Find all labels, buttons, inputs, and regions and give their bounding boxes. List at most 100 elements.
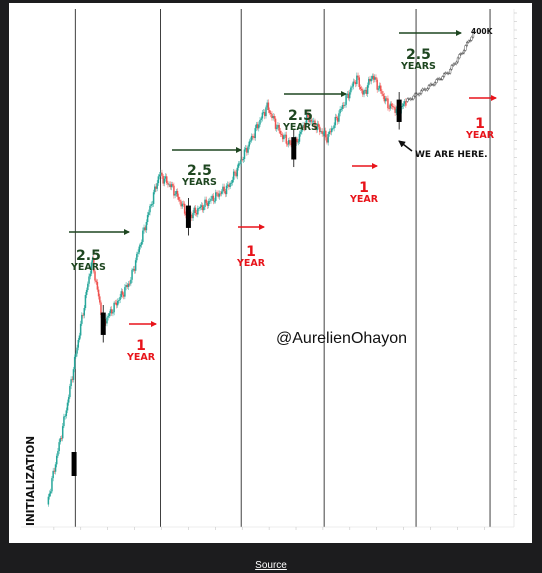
- cycle-2-down-word: YEAR: [237, 258, 266, 269]
- chart-frame: INITIALIZATION 2.5 YEARS 2.5 YEARS 2.5 Y…: [9, 3, 532, 543]
- projection-candle: [462, 50, 465, 54]
- candle-body: [341, 105, 344, 109]
- source-link[interactable]: Source: [255, 560, 287, 571]
- candle-body: [255, 124, 258, 129]
- candle-body: [71, 379, 74, 381]
- candle-body: [119, 296, 121, 301]
- projection-candle: [470, 36, 473, 41]
- projection-candle: [438, 78, 441, 80]
- candle-body: [377, 88, 380, 90]
- candle-body: [203, 206, 205, 211]
- candle-body: [173, 185, 175, 196]
- candle-body: [390, 103, 393, 107]
- candle-body: [275, 127, 278, 129]
- candle-body: [374, 77, 376, 80]
- candle-body: [281, 134, 284, 140]
- candle-body: [114, 302, 117, 304]
- candle-body: [357, 75, 359, 78]
- candle-body: [121, 291, 124, 295]
- candle-body: [256, 124, 259, 129]
- candle-body: [270, 112, 272, 115]
- candle-body: [351, 86, 353, 88]
- candle-body: [340, 108, 343, 110]
- candle-body: [244, 148, 247, 150]
- candle-body: [298, 133, 301, 142]
- candle-body: [138, 246, 140, 253]
- candle-body: [177, 196, 180, 200]
- projection-candle: [453, 63, 456, 65]
- projection-candle: [406, 98, 409, 102]
- candle-body: [167, 182, 169, 185]
- candle-body: [64, 415, 66, 417]
- candle-body: [370, 78, 372, 82]
- candle-body: [336, 117, 339, 122]
- cycle-1-down-label: 1 YEAR: [127, 339, 155, 363]
- candle-body: [271, 114, 273, 119]
- candle-body: [136, 253, 138, 261]
- candle-body: [311, 121, 314, 123]
- candle-body: [73, 356, 76, 370]
- candle-body: [155, 186, 157, 189]
- projection-candle: [469, 40, 472, 42]
- candle-body: [213, 200, 216, 202]
- candle-body: [290, 143, 292, 145]
- candle-body: [375, 77, 377, 80]
- candle-body: [134, 260, 137, 271]
- candle-body: [154, 186, 156, 193]
- candle-body: [403, 101, 406, 104]
- projection-candle: [455, 61, 458, 65]
- candle-body: [77, 339, 80, 348]
- candle-body: [241, 159, 243, 161]
- candle-body: [309, 119, 311, 123]
- candle-body: [395, 109, 398, 113]
- candle-body: [347, 93, 350, 99]
- candle-body: [195, 213, 198, 215]
- candle-body: [230, 182, 233, 184]
- candle-body: [249, 140, 252, 142]
- candle-body: [94, 271, 96, 281]
- candle-body: [182, 203, 185, 205]
- cycle-marker-4: [396, 99, 402, 122]
- projection-candle: [418, 93, 421, 96]
- candle-body: [83, 308, 85, 316]
- candle-body: [402, 103, 405, 107]
- candle-body: [148, 212, 150, 216]
- candle-body: [91, 258, 94, 263]
- candle-body: [315, 128, 317, 131]
- candle-body: [234, 171, 236, 173]
- projection-candle: [447, 72, 450, 75]
- candle-body: [132, 268, 135, 270]
- candle-body: [76, 347, 78, 354]
- candle-body: [150, 204, 152, 206]
- candle-body: [322, 133, 325, 135]
- cycle-4-down-word: YEAR: [466, 130, 495, 141]
- candle-body: [168, 184, 170, 186]
- candle-body: [226, 184, 229, 186]
- candle-body: [235, 172, 237, 177]
- candle-body: [82, 314, 84, 316]
- candle-body: [219, 193, 222, 195]
- candle-body: [193, 207, 195, 213]
- target-price-label: 400K: [471, 27, 493, 36]
- candle-body: [179, 199, 181, 202]
- projection-candle: [412, 95, 415, 100]
- projection-candle: [435, 79, 438, 84]
- cycle-marker-1: [100, 312, 106, 335]
- candle-body: [254, 128, 256, 139]
- candle-body: [126, 285, 129, 287]
- candle-body: [308, 117, 310, 123]
- candle-body: [252, 135, 254, 137]
- candle-body: [185, 213, 187, 216]
- candle-body: [229, 183, 231, 188]
- cycle-2-up-label: 2.5 YEARS: [182, 164, 217, 188]
- candle-body: [243, 149, 246, 160]
- candle-body: [339, 109, 341, 114]
- candle-body: [143, 227, 145, 231]
- candle-body: [181, 203, 184, 207]
- candle-body: [335, 116, 338, 118]
- candle-body: [247, 146, 249, 153]
- candle-body: [394, 107, 396, 113]
- candle-body: [303, 124, 305, 129]
- candle-body: [253, 136, 255, 139]
- cycle-3-up-word: YEARS: [283, 122, 318, 133]
